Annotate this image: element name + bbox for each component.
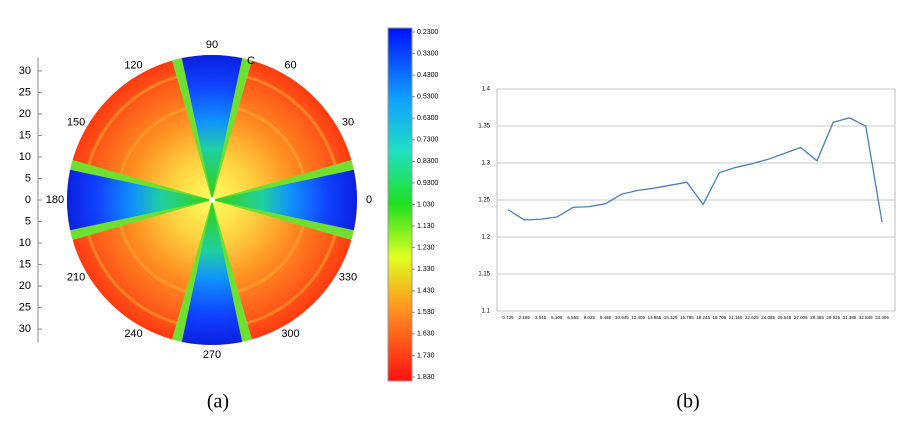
angle-label: 180 [46,194,64,206]
x-tick-label: 31.385 [843,315,857,320]
y-tick-label: 30 [19,323,31,335]
marker-label: C [247,55,255,67]
angle-label: 150 [67,116,85,128]
x-tick-label: 13.865 [647,315,661,320]
caption: (b) [676,391,699,413]
x-tick-label: 27.005 [794,315,808,320]
colorbar-label: 0.6300 [417,115,439,122]
angle-label: 210 [67,271,85,283]
y-tick-label: 1.25 [478,198,490,204]
y-tick-label: 5 [25,172,31,184]
y-tick-label: 30 [19,65,31,77]
colorbar-label: 0.7300 [417,137,439,144]
x-tick-label: 0.725 [502,315,514,320]
line [507,117,883,223]
y-tick-label: 25 [19,301,31,313]
x-tick-label: 22.625 [745,315,759,320]
x-tick-label: 5.105 [551,315,563,320]
colorbar-label: 0.2300 [417,29,439,36]
y-tick-label: 10 [19,237,31,249]
caption: (a) [207,391,229,413]
y-tick-label: 1.35 [478,124,490,130]
x-tick-label: 16.785 [680,315,694,320]
y-tick-label: 1.2 [482,235,491,241]
y-tick-label: 10 [19,151,31,163]
y-tick-label: 20 [19,280,31,292]
colorbar-label: 0.9300 [417,180,439,187]
angle-label: 60 [284,60,296,72]
y-tick-label: 15 [19,129,31,141]
x-tick-label: 12.405 [631,315,645,320]
colorbar-label: 0.4300 [417,72,439,79]
y-tick-label: 25 [19,86,31,98]
x-tick-label: 34.305 [875,315,889,320]
x-tick-label: 6.565 [567,315,579,320]
angle-label: 120 [124,60,142,72]
x-tick-label: 2.185 [519,315,531,320]
colorbar-label: 1.830 [417,374,435,381]
colorbar-label: 1.330 [417,266,435,273]
angle-label: 300 [281,328,299,340]
y-tick-label: 1.4 [482,87,491,93]
angle-label: 90 [206,39,218,51]
angle-label: 0 [366,194,372,206]
y-tick-label: 0 [25,194,31,206]
x-tick-label: 32.845 [859,315,873,320]
colorbar-label: 1.630 [417,331,435,338]
colorbar [387,27,413,382]
angle-label: 240 [124,328,142,340]
colorbar-label: 0.8300 [417,158,439,165]
colorbar-label: 0.3300 [417,50,439,57]
y-tick-label: 5 [25,215,31,227]
x-tick-label: 29.925 [826,315,840,320]
y-tick-label: 1.3 [482,161,491,167]
colorbar-label: 1.030 [417,201,435,208]
colorbar-label: 1.730 [417,352,435,359]
angle-label: 330 [339,271,357,283]
y-tick-label: 15 [19,258,31,270]
y-tick-label: 1.15 [478,272,490,278]
colorbar-label: 1.430 [417,288,435,295]
angle-label: 30 [342,116,354,128]
x-tick-label: 15.325 [664,315,678,320]
x-tick-label: 3.645 [535,315,547,320]
x-tick-label: 25.545 [778,315,792,320]
x-tick-label: 24.085 [761,315,775,320]
colorbar-label: 1.230 [417,244,435,251]
colorbar-label: 0.5300 [417,94,439,101]
x-tick-label: 8.025 [584,315,596,320]
y-tick-label: 1.1 [482,309,491,315]
x-tick-label: 10.945 [615,315,629,320]
angle-label: 270 [203,349,221,361]
colorbar-label: 1.530 [417,309,435,316]
x-tick-label: 21.165 [729,315,743,320]
x-tick-label: 19.705 [713,315,727,320]
colorbar-label: 1.130 [417,223,435,230]
x-tick-label: 18.245 [696,315,710,320]
x-tick-label: 9.485 [600,315,612,320]
contour-map [67,55,357,345]
y-tick-label: 20 [19,108,31,120]
x-tick-label: 28.465 [810,315,824,320]
